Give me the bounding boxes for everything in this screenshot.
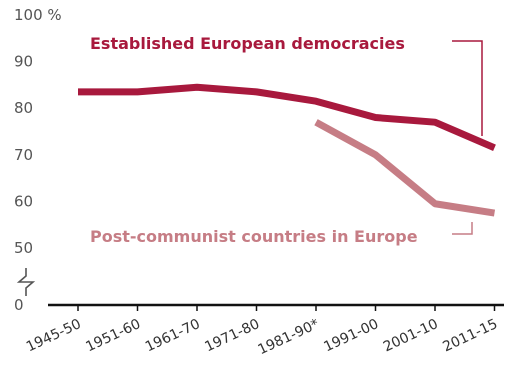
y-tick-label: 100 % xyxy=(14,6,62,24)
y-tick-label: 90 xyxy=(14,53,33,71)
series-line-1 xyxy=(78,83,496,152)
x-tick-label: 1971-80 xyxy=(202,316,262,355)
y-tick-label: 50 xyxy=(14,239,33,257)
y-tick-label: 80 xyxy=(14,99,33,117)
y-axis-break-icon xyxy=(16,268,36,296)
x-tick-label: 1951-60 xyxy=(83,316,143,355)
x-tick-label: 1961-70 xyxy=(143,316,203,355)
x-tick-label: 1945-50 xyxy=(24,316,84,355)
series-labels: Established European democracies Post-com… xyxy=(90,34,483,246)
axis-break-mark xyxy=(16,268,36,296)
x-tick-label: 1991-00 xyxy=(321,316,381,355)
series-label-established: Established European democracies xyxy=(90,34,405,53)
x-tick-label: 2011-15 xyxy=(440,316,500,355)
y-tick-label: 0 xyxy=(14,296,24,314)
series-lines xyxy=(77,83,496,217)
x-tick-label: 2001-10 xyxy=(381,316,441,355)
series-label-post-communist: Post-communist countries in Europe xyxy=(90,227,418,246)
series-line-2 xyxy=(314,119,496,217)
y-axis-ticks: 100 % 90 80 70 60 50 0 xyxy=(14,6,62,314)
x-tick-label: 1981-90* xyxy=(256,316,322,358)
y-tick-label: 70 xyxy=(14,146,33,164)
leader-line-established xyxy=(452,40,483,136)
leader-line-post-communist xyxy=(452,222,473,235)
y-tick-label: 60 xyxy=(14,192,33,210)
x-axis-tick-marks xyxy=(77,305,496,311)
